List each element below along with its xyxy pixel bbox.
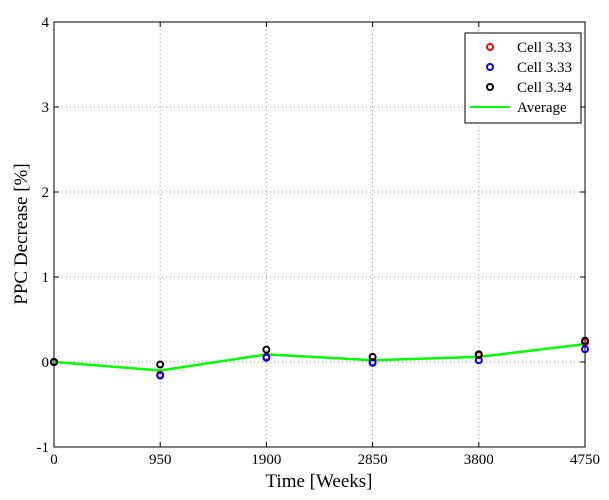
x-tick-label: 1900 bbox=[251, 452, 281, 468]
data-point bbox=[156, 371, 165, 380]
grid bbox=[54, 22, 585, 447]
legend-label: Cell 3.34 bbox=[517, 80, 572, 96]
x-axis-label: Time [Weeks] bbox=[265, 471, 372, 492]
legend-label: Cell 3.33 bbox=[517, 40, 572, 56]
data-point bbox=[156, 360, 165, 369]
legend-label: Cell 3.33 bbox=[517, 60, 572, 76]
legend: Cell 3.33 Cell 3.33 Cell 3.34 Average bbox=[464, 32, 582, 124]
y-tick-label: 4 bbox=[42, 15, 50, 31]
data-marks bbox=[50, 336, 589, 380]
data-point bbox=[368, 352, 377, 361]
x-tick-label: 3800 bbox=[464, 452, 494, 468]
x-tick-label: 2850 bbox=[358, 452, 388, 468]
average-line bbox=[53, 342, 586, 372]
y-tick-label: 1 bbox=[42, 270, 50, 286]
y-tick-label: 3 bbox=[42, 100, 50, 116]
y-axis-label: PPC Decrease [%] bbox=[11, 163, 32, 304]
data-point bbox=[581, 345, 589, 354]
x-tick-label: 4750 bbox=[570, 452, 600, 468]
data-point bbox=[581, 336, 589, 345]
x-tick-label: 950 bbox=[149, 452, 172, 468]
y-tick-label: 2 bbox=[42, 185, 50, 201]
legend-marker bbox=[486, 43, 494, 51]
data-point bbox=[262, 353, 271, 362]
legend-label: Average bbox=[517, 100, 567, 116]
legend-marker bbox=[486, 63, 494, 71]
data-point bbox=[262, 345, 271, 354]
plot-area-frame bbox=[53, 21, 586, 448]
data-point bbox=[50, 358, 58, 366]
data-point bbox=[474, 350, 483, 359]
legend-marker bbox=[486, 83, 494, 91]
x-tick-label: 0 bbox=[50, 452, 58, 468]
y-tick-label: -1 bbox=[37, 440, 50, 456]
y-tick-label: 0 bbox=[42, 355, 50, 371]
